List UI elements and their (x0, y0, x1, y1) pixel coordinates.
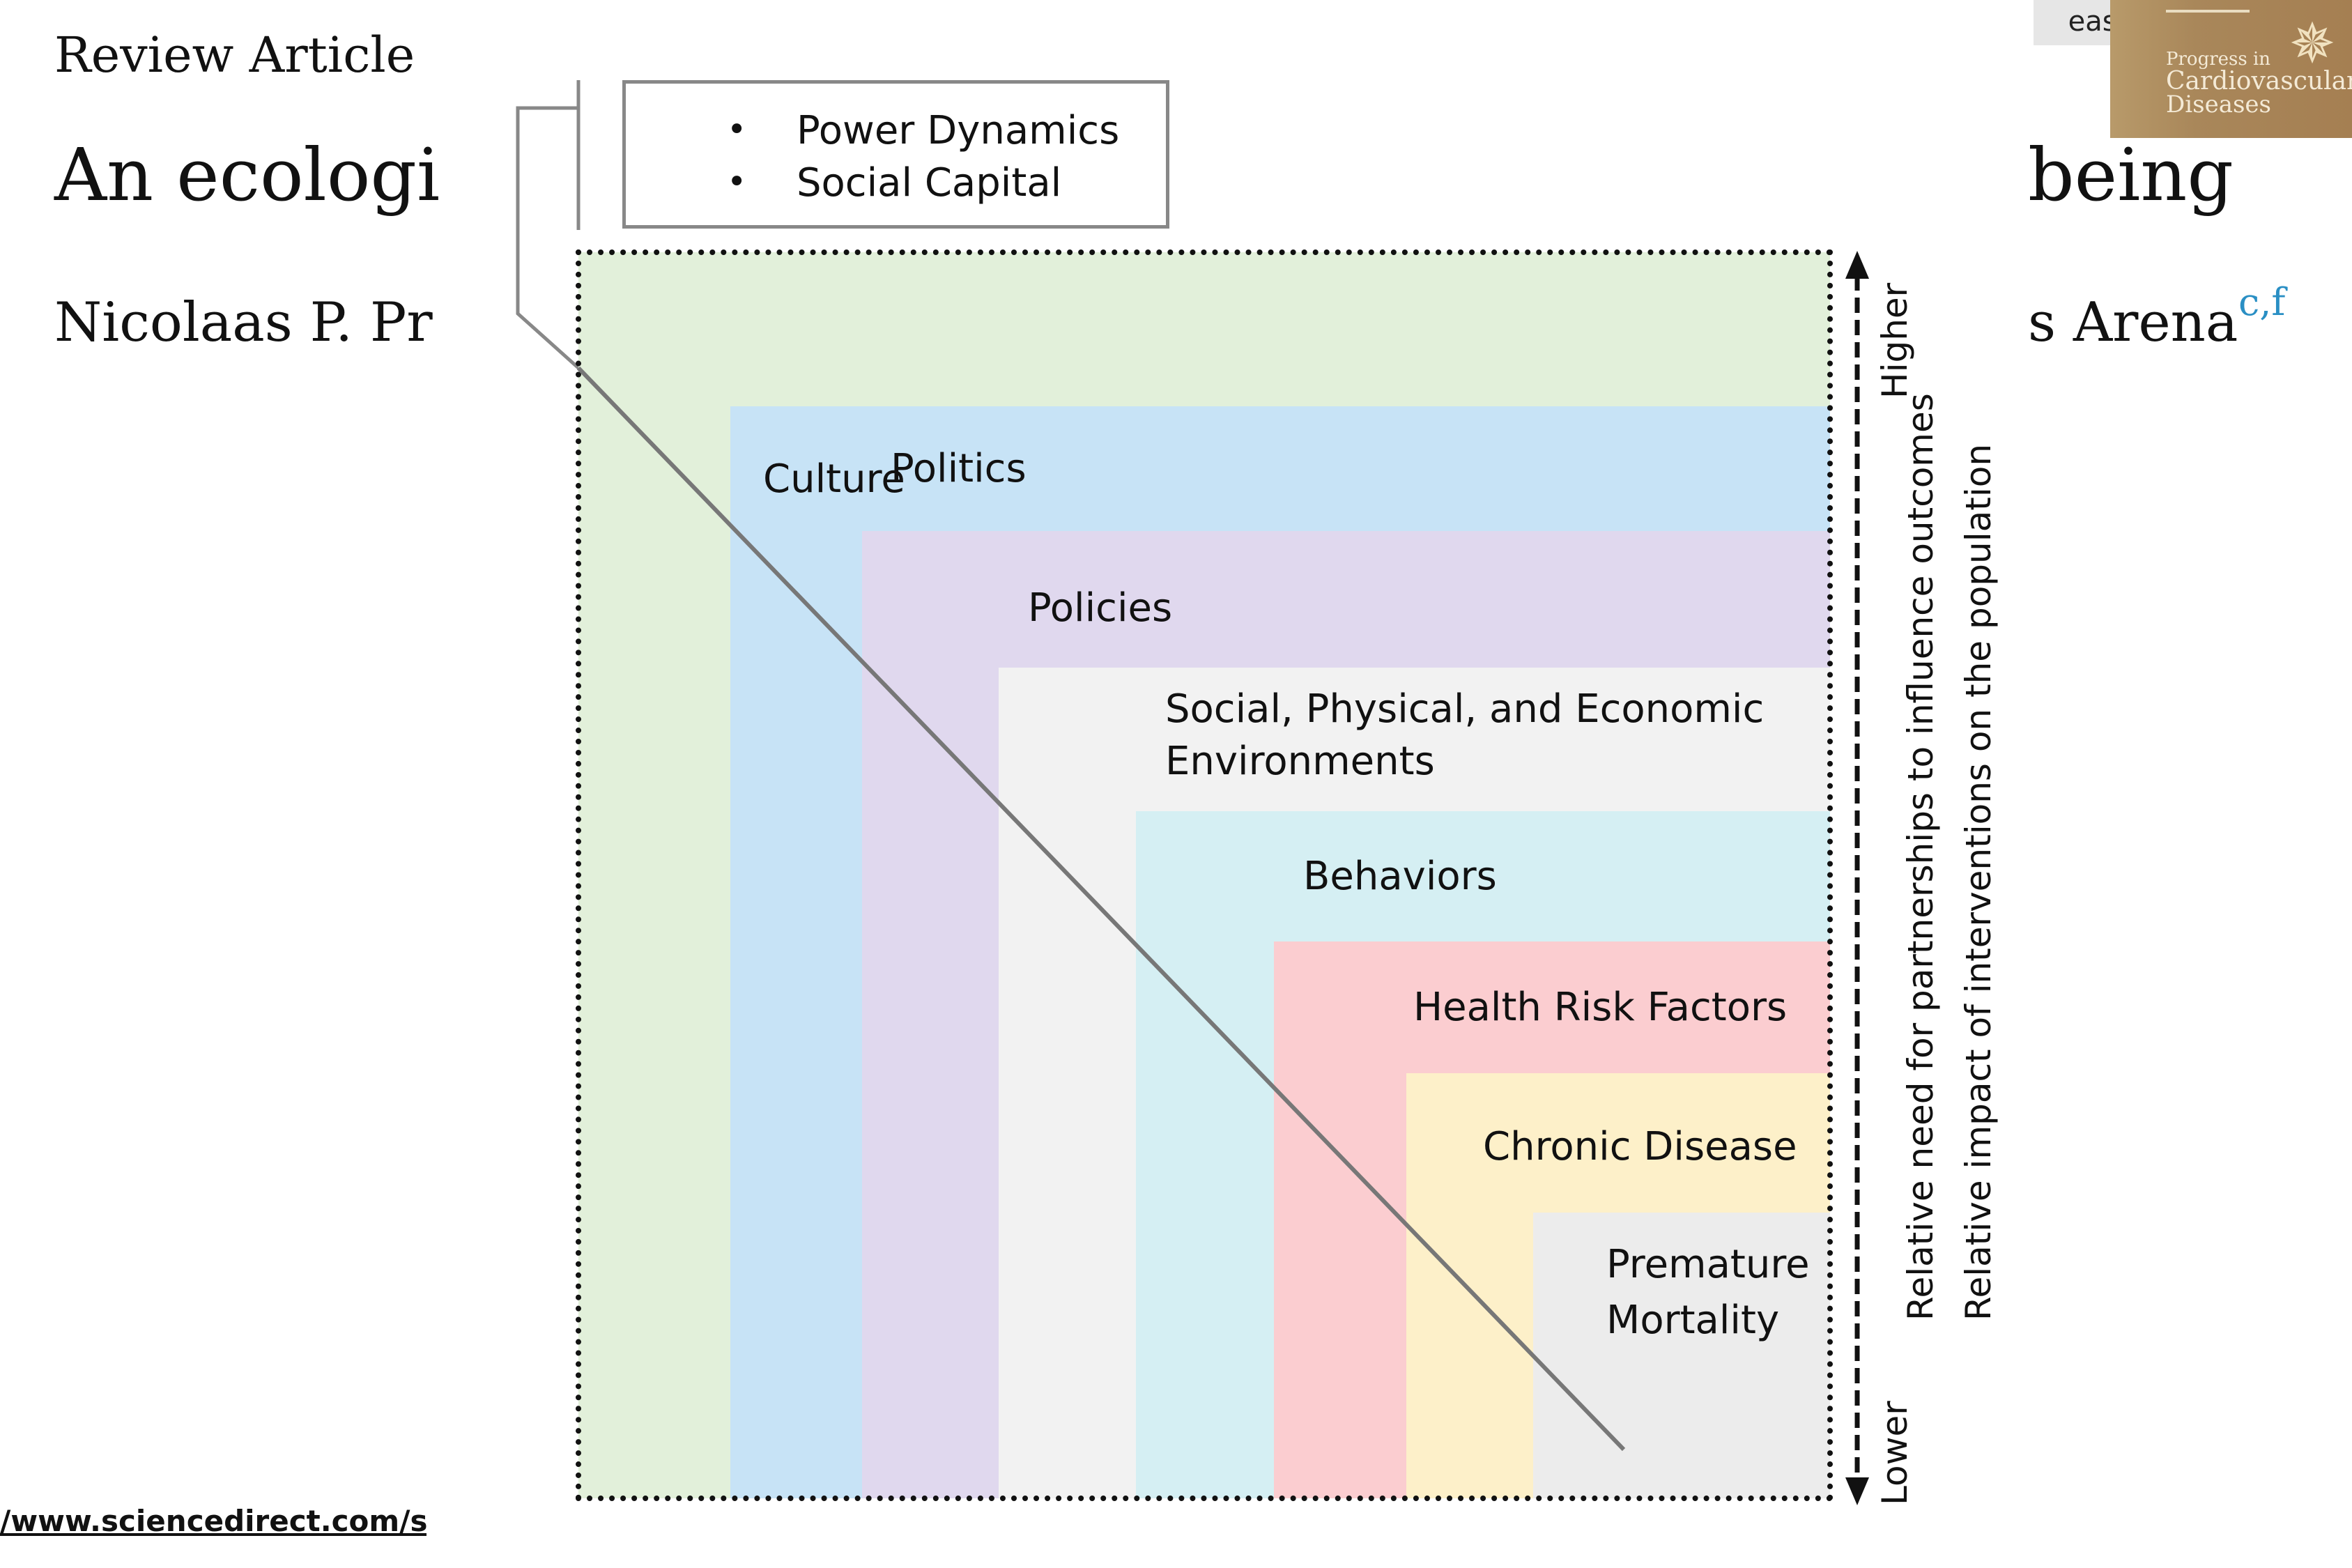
label-environments-line1: Social, Physical, and Economic (1165, 686, 1765, 732)
article-title-right-fragment: being (2028, 132, 2234, 217)
cover-decoration-line (2166, 10, 2250, 13)
author-affiliation-superscript[interactable]: c,f (2238, 280, 2286, 324)
label-policies: Policies (1028, 585, 1173, 631)
axis-higher-label: Higher (1875, 282, 1915, 399)
cover-title-line3: Diseases (2166, 91, 2271, 118)
authors-right-fragment: s Arena (2028, 291, 2238, 354)
arrow-down-head (1845, 1477, 1869, 1505)
callout-item-social-capital: Social Capital (797, 160, 1062, 206)
callout-box: • Power Dynamics • Social Capital (622, 80, 1169, 229)
cover-title-line1: Progress in (2166, 49, 2271, 70)
label-mortality: Mortality (1606, 1298, 1780, 1343)
arrow-up-head (1845, 251, 1869, 279)
callout-connector (516, 106, 580, 369)
callout-item-power-dynamics: Power Dynamics (797, 108, 1120, 153)
bullet-icon: • (727, 162, 747, 201)
axis-lower-label: Lower (1875, 1401, 1915, 1505)
label-environments-line2: Environments (1165, 739, 1435, 784)
article-title-left-fragment: An ecologi (54, 132, 440, 217)
label-politics: Politics (891, 446, 1027, 491)
article-url-link[interactable]: /www.sciencedirect.com/scie (0, 1504, 426, 1538)
bullet-icon: • (727, 110, 747, 149)
cover-star-icon: ✵ (2289, 11, 2336, 76)
label-health-risk-factors: Health Risk Factors (1413, 985, 1788, 1030)
journal-cover-image[interactable]: ✵ Progress in Cardiovascular Diseases (2110, 0, 2352, 138)
cover-title: Progress in Cardiovascular Diseases (2166, 49, 2352, 118)
authors-left-fragment: Nicolaas P. Pr (54, 291, 433, 354)
label-behaviors: Behaviors (1303, 854, 1497, 899)
label-culture: Culture (763, 456, 905, 502)
label-chronic-disease: Chronic Disease (1483, 1124, 1797, 1169)
label-premature: Premature (1606, 1242, 1810, 1287)
axis-label-intervention-impact: Relative impact of interventions on the … (1958, 443, 1999, 1321)
cover-title-line2: Cardiovascular (2166, 67, 2352, 95)
axis-label-partnership-need: Relative need for partnerships to influe… (1900, 393, 1941, 1321)
article-type-label: Review Article (54, 26, 415, 84)
double-arrow-icon (1845, 251, 1869, 1505)
